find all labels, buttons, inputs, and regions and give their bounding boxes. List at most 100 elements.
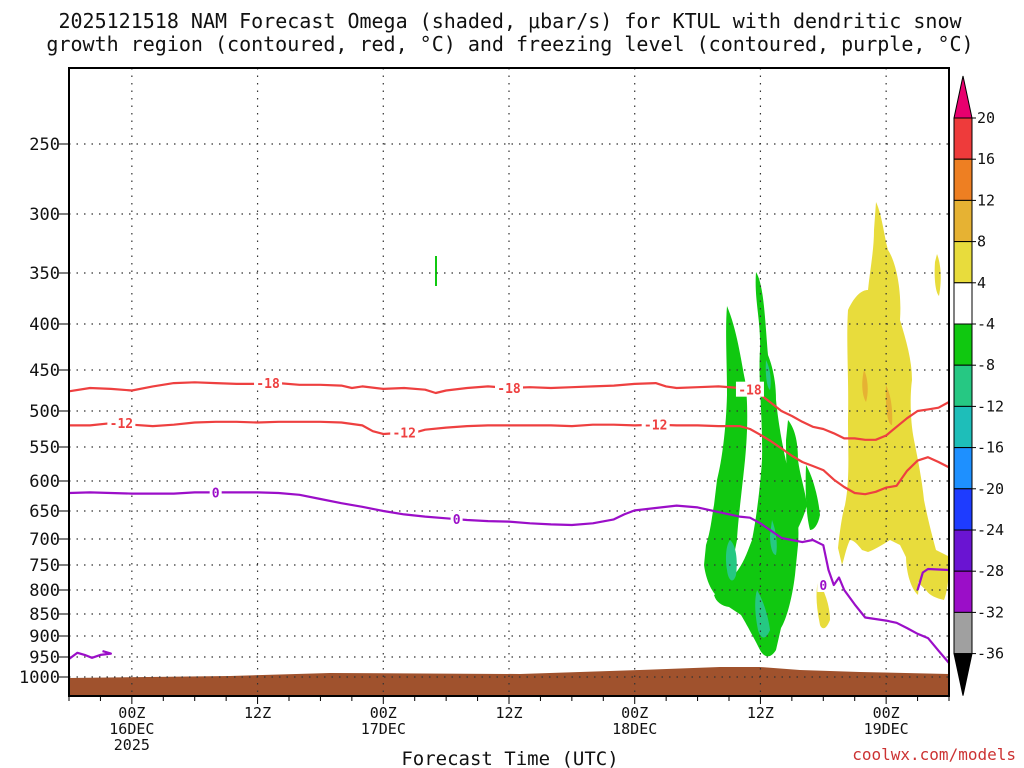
x-tick-label-1-1: 12Z <box>244 704 271 722</box>
x-tick-label-6-2: 19DEC <box>864 720 909 738</box>
omega-shade-teal-core-3 <box>770 520 777 555</box>
minus-12-line-label-2: -12 <box>644 419 667 434</box>
terrain-surface <box>69 667 949 696</box>
minus-18-line-label-1: -18 <box>497 382 521 397</box>
y-tick-label-650: 650 <box>29 502 60 522</box>
omega-shade-orange-core-1 <box>862 370 868 402</box>
minus-12-line-label-bg-0 <box>107 415 136 431</box>
colorbar-label-2: 12 <box>977 191 995 209</box>
colorbar-label-6: -8 <box>977 356 995 374</box>
x-tick-label-5-1: 12Z <box>747 704 774 722</box>
y-tick-label-850: 850 <box>29 605 60 625</box>
freezing-line-label-1: 0 <box>453 513 461 528</box>
colorbar-label-11: -28 <box>977 562 1004 580</box>
x-tick-label-0-3: 2025 <box>114 736 150 754</box>
colorbar-box-10 <box>953 488 973 531</box>
omega-shade-orange-core-2 <box>885 385 893 425</box>
omega-shade-yellow-3 <box>934 254 941 296</box>
minus-12-line-label-bg-2 <box>641 416 670 432</box>
x-tick-label-0-1: 00Z <box>118 704 145 722</box>
omega-shade-green-2 <box>714 272 799 657</box>
colorbar-box-5 <box>953 282 973 325</box>
y-tick-label-750: 750 <box>29 556 60 576</box>
freezing-line-label-bg-1 <box>450 510 463 526</box>
colorbar-box-9 <box>953 447 973 490</box>
omega-shade-green-main <box>704 306 748 600</box>
x-tick-label-2-1: 00Z <box>370 704 397 722</box>
y-tick-label-250: 250 <box>29 135 60 155</box>
colorbar-label-7: -12 <box>977 397 1004 415</box>
omega-shade-teal-core-4 <box>765 360 771 390</box>
y-tick-label-950: 950 <box>29 648 60 668</box>
colorbar-label-4: 4 <box>977 274 986 292</box>
y-tick-label-900: 900 <box>29 627 60 647</box>
omega-colorbar: 20 16 12 8 4 -4 -8 -12 -16 -20 -24 -28 -32 -36 <box>953 75 1004 696</box>
y-tick-label-500: 500 <box>29 402 60 422</box>
minus-12-line-label-bg-1 <box>390 424 419 440</box>
minus-12-line <box>69 420 950 496</box>
y-tick-label-700: 700 <box>29 530 60 550</box>
colorbar-label-0: 20 <box>977 109 995 127</box>
colorbar-label-10: -24 <box>977 521 1004 539</box>
omega-shade-teal-core-1 <box>726 540 737 581</box>
colorbar-box-3 <box>953 199 973 243</box>
x-axis-title: Forecast Time (UTC) <box>401 748 618 768</box>
omega-shade-teal-core-2 <box>755 590 770 638</box>
minus-18-line-label-bg-2 <box>735 381 764 397</box>
freezing-line-label-0: 0 <box>212 486 220 501</box>
y-tick-label-550: 550 <box>29 438 60 458</box>
freezing-line <box>68 491 950 664</box>
y-tick-label-400: 400 <box>29 315 60 335</box>
y-tick-label-600: 600 <box>29 472 60 492</box>
y-tick-label-800: 800 <box>29 581 60 601</box>
x-tick-label-4-1: 00Z <box>621 704 648 722</box>
colorbar-box-1 <box>953 117 973 160</box>
chart-title-line-1: 2025121518 NAM Forecast Omega (shaded, μ… <box>58 9 962 33</box>
colorbar-box-7 <box>953 364 973 407</box>
chart-title-line-2: growth region (contoured, red, °C) and f… <box>46 32 973 56</box>
minus-12-line-label-1: -12 <box>392 427 415 442</box>
colorbar-box-4 <box>953 241 973 284</box>
freezing-line-label-bg-0 <box>209 484 222 500</box>
x-tick-label-6-1: 00Z <box>873 704 900 722</box>
colorbar-label-9: -20 <box>977 480 1004 498</box>
omega-shade-green-3 <box>786 420 807 540</box>
omega-shade-green-5 <box>435 256 437 286</box>
freezing-line-sfc <box>68 650 112 660</box>
x-tick-label-2-2: 17DEC <box>361 720 406 738</box>
omega-shade-green-4 <box>805 465 820 530</box>
minus-18-line-label-bg-0 <box>254 375 283 391</box>
x-tick-label-4-2: 18DEC <box>612 720 657 738</box>
freezing-line-label-bg-2 <box>817 577 830 592</box>
omega-shade-green-6 <box>778 615 781 628</box>
colorbar-label-12: -32 <box>977 603 1004 621</box>
omega-shading-layer <box>435 202 949 657</box>
minus-18-line-label-2: -18 <box>738 384 762 399</box>
omega-shade-yellow-2 <box>816 580 830 629</box>
x-tick-label-0-2: 16DEC <box>109 720 154 738</box>
freezing-line-right <box>916 567 950 591</box>
y-tick-label-350: 350 <box>29 264 60 284</box>
colorbar-box-8 <box>953 405 973 449</box>
colorbar-label-1: 16 <box>977 150 995 168</box>
colorbar-box-13 <box>953 611 973 655</box>
minus-18-line-label-bg-1 <box>495 380 523 396</box>
y-tick-label-1000: 1000 <box>19 668 60 688</box>
colorbar-top-arrow <box>953 75 973 119</box>
colorbar-bottom-arrow <box>953 653 973 696</box>
plot-frame <box>68 67 950 697</box>
colorbar-box-2 <box>953 158 973 201</box>
colorbar-box-12 <box>953 570 973 613</box>
y-tick-label-450: 450 <box>29 361 60 381</box>
colorbar-label-8: -16 <box>977 439 1004 457</box>
colorbar-label-13: -36 <box>977 645 1004 663</box>
colorbar-box-11 <box>953 529 973 572</box>
colorbar-label-3: 8 <box>977 233 986 251</box>
minus-18-line-label-0: -18 <box>256 377 280 392</box>
minus-12-line-label-0: -12 <box>110 417 133 432</box>
contour-layer: -18 -18 -18 -12 -12 -12 0 0 0 <box>68 375 950 664</box>
freezing-line-label-2: 0 <box>819 579 827 594</box>
y-tick-label-300: 300 <box>29 205 60 225</box>
